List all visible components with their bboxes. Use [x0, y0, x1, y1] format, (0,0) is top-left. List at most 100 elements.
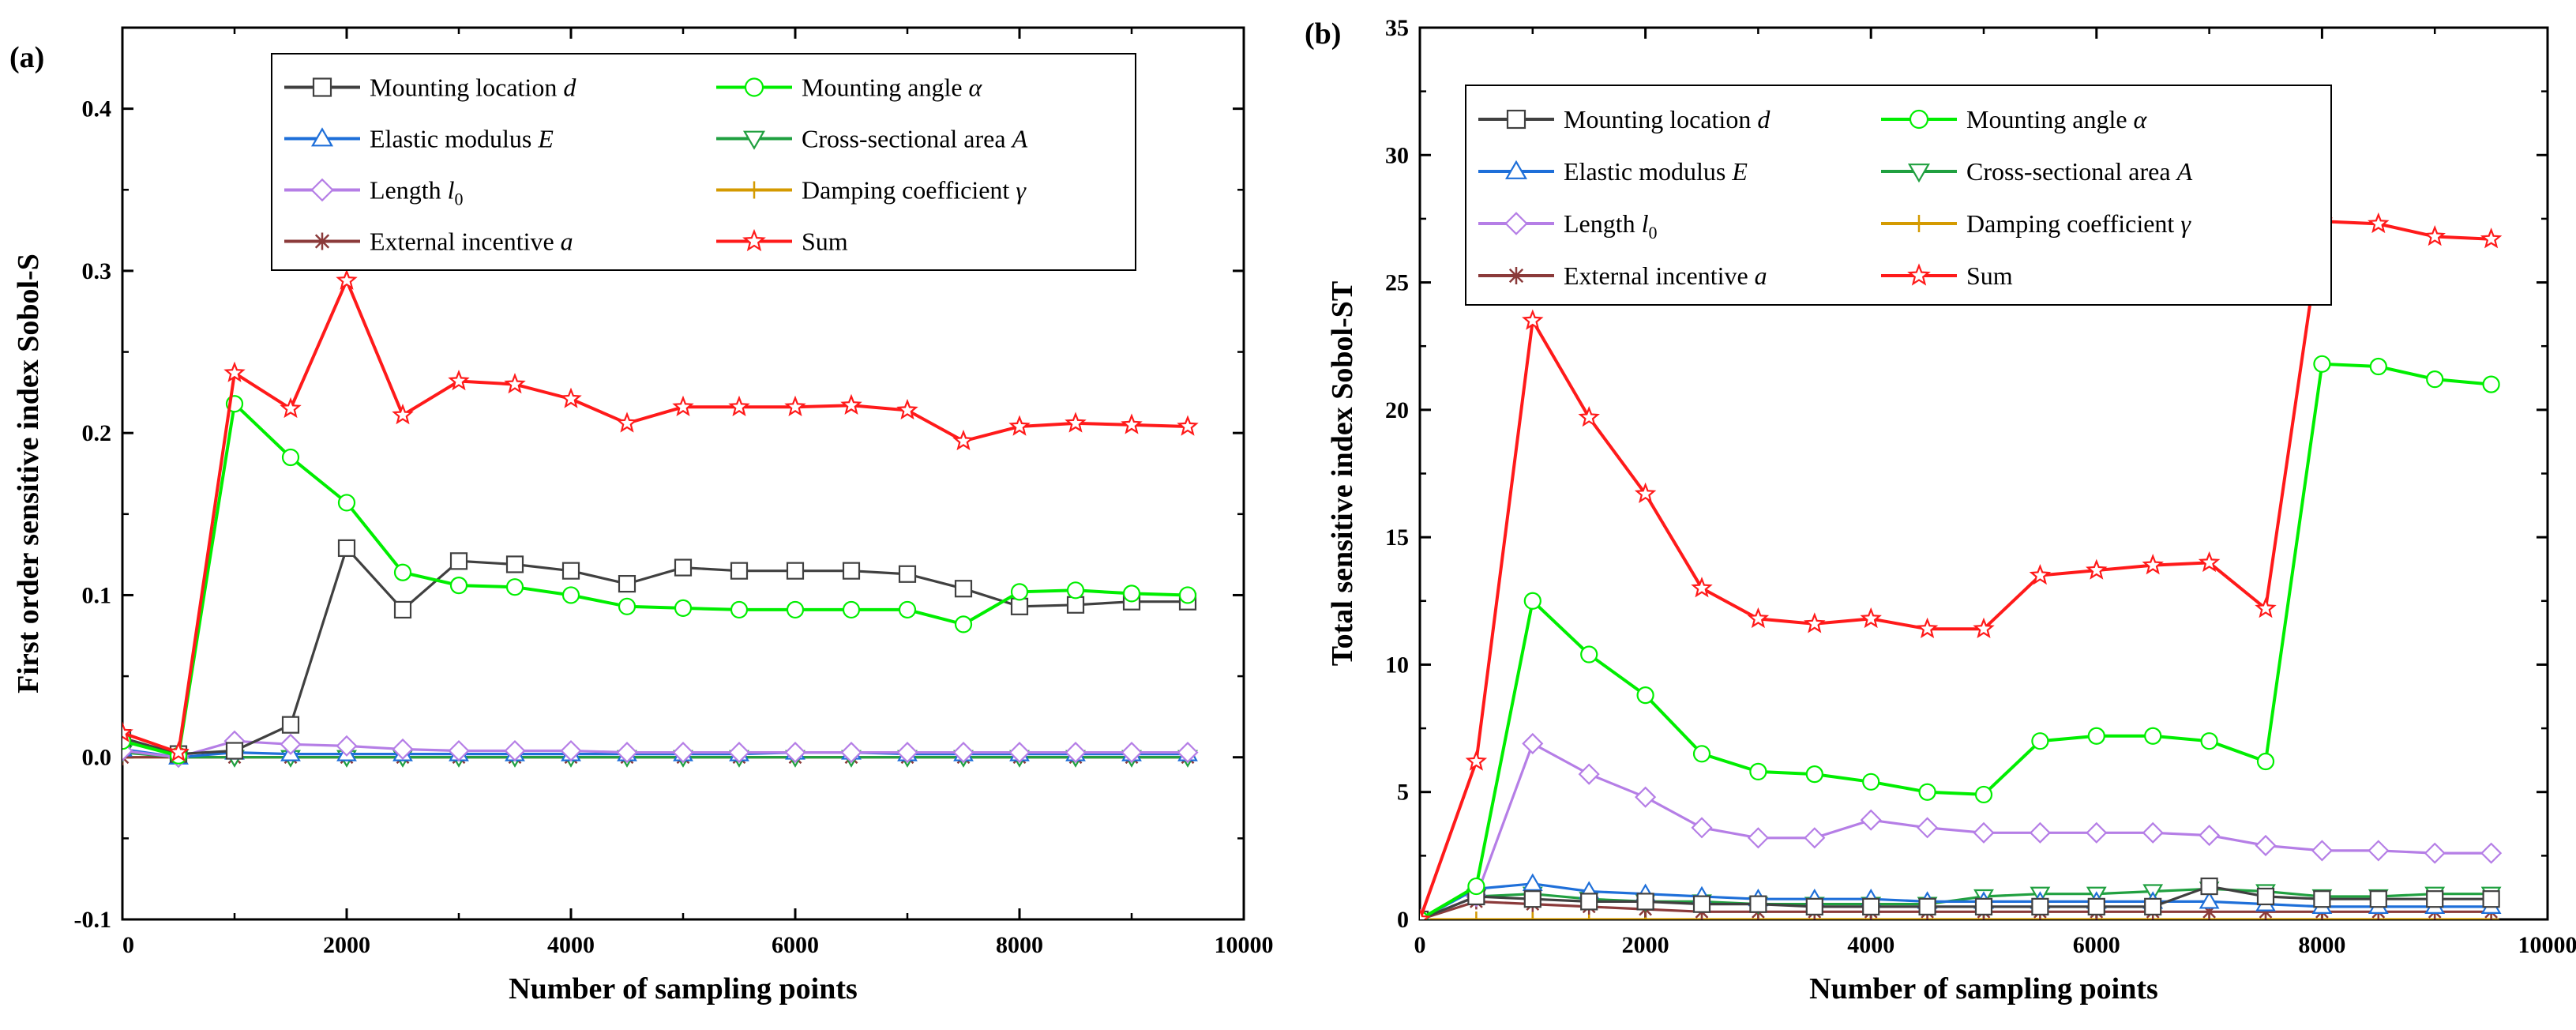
panel-a-point-sum	[840, 393, 862, 415]
panel-b-legend-entry-alpha: Mounting angle α	[1881, 105, 2148, 133]
panel-a-point-sum	[1121, 413, 1143, 434]
panel-a-point-alpha	[954, 615, 973, 633]
panel-b-legend-label-l0: Length l0	[1564, 209, 1658, 242]
panel-a-point-sum	[784, 395, 806, 417]
panel-a-legend-name-E: Elastic modulus	[370, 125, 538, 153]
panel-a-xtick-label: 0	[122, 932, 134, 958]
panel-a-point-d	[674, 558, 693, 577]
panel-a-ylabel: First order sensitive index Sobol-S	[12, 254, 45, 694]
panel-a-point-sum	[1065, 412, 1087, 433]
panel-b-point-sum	[1804, 612, 1826, 633]
panel-b-point-sum	[1578, 405, 1600, 427]
panel-b-point-l0	[1860, 809, 1882, 831]
panel-b-point-d	[1974, 897, 1993, 915]
panel-a-point-sum	[280, 397, 302, 419]
panel-b-legend-label-d: Mounting location d	[1564, 105, 1771, 133]
panel-a-legend-var-a: a	[561, 227, 573, 256]
panel-a-point-sum	[122, 721, 133, 742]
panel-b-legend-name-d: Mounting location	[1564, 105, 1757, 133]
panel-a-ytick-label: 0.4	[82, 96, 112, 122]
panel-b-point-l0	[1973, 821, 1995, 844]
panel-a-point-sum	[504, 373, 526, 394]
panel-a-point-alpha	[674, 599, 693, 617]
panel-b-point-alpha	[2087, 727, 2105, 745]
panel-a-point-alpha	[730, 600, 749, 619]
panel-a-xtick-label: 6000	[772, 932, 819, 958]
panel-a-point-alpha	[1010, 583, 1029, 601]
panel-a-series-sum-line	[122, 276, 1188, 755]
panel-b-legend-entry-l0: Length l0	[1478, 209, 1658, 242]
panel-b-point-d	[2369, 890, 2387, 908]
panel-a-point-d	[1010, 597, 1029, 615]
panel-a-point-d	[505, 555, 524, 573]
panel-b-point-d	[1918, 897, 1936, 915]
panel-a-legend: Mounting location d Mounting angle α Elast…	[271, 53, 1136, 271]
panel-b-legend-marker-alpha	[1909, 109, 1929, 130]
panel-a-legend-label-a: External incentive a	[370, 227, 573, 256]
panel-b-point-alpha	[2200, 732, 2218, 750]
panel-a-point-l0	[448, 739, 470, 762]
panel-b-point-l0	[1635, 786, 1657, 808]
panel-b-ytick-label: 20	[1385, 397, 1409, 423]
panel-a-ytick-label: 0.2	[82, 420, 112, 446]
panel-b-point-d	[2144, 897, 2162, 915]
panel-b-xlabel: Number of sampling points	[1809, 972, 2158, 1006]
panel-a-point-d	[842, 562, 861, 580]
panel-b-label: (b)	[1305, 17, 1341, 51]
panel-a-series-l0	[122, 730, 1199, 769]
panel-a-legend-marker-a	[314, 232, 330, 250]
panel-a-legend-label-gamma: Damping coefficient γ	[802, 176, 1027, 205]
panel-b-point-sum	[2086, 558, 2108, 580]
panel-b-ytick-label: 35	[1385, 15, 1409, 41]
panel-a-point-l0	[616, 742, 638, 764]
panel-b-point-l0	[2029, 821, 2051, 844]
panel-b-legend-entry-sum: Sum	[1881, 261, 2013, 290]
panel-a-legend-marker-d	[312, 77, 332, 97]
panel-b-legend-entry-A: Cross-sectional area A	[1881, 157, 2193, 186]
panel-a-point-alpha	[505, 578, 524, 596]
panel-a-series-alpha-line	[122, 400, 1188, 758]
panel-b-point-l0	[1804, 827, 1826, 849]
panel-a-legend-marker-gamma	[745, 181, 763, 199]
panel-a-point-d	[954, 580, 973, 598]
panel-b-legend-entry-E: Elastic modulus E	[1478, 157, 1748, 186]
panel-b-legend-name-a: External incentive	[1564, 261, 1755, 290]
panel-b-ytick-label: 0	[1397, 907, 1409, 933]
panel-b-point-d	[1636, 893, 1654, 911]
panel-a-point-sum	[1008, 415, 1031, 436]
panel-a-point-d	[281, 716, 300, 734]
panel-a-legend-box	[271, 53, 1136, 271]
panel-b-legend-marker-d	[1506, 109, 1526, 130]
panel-a-point-d	[393, 600, 412, 619]
panel-b-point-alpha	[1974, 785, 1993, 804]
panel-a-legend-label-l0: Length l0	[370, 176, 464, 209]
panel-b-legend-var-alpha: α	[2134, 105, 2148, 133]
panel-a-point-alpha	[449, 577, 468, 595]
panel-b-point-l0	[2424, 842, 2446, 864]
panel-a-series-d-line	[122, 545, 1188, 756]
panel-b-legend-entry-gamma: Damping coefficient γ	[1881, 209, 2191, 238]
panel-a-ytick-label: 0.0	[82, 745, 112, 771]
panel-b-point-l0	[1691, 817, 1713, 839]
panel-a-legend-marker-l0	[310, 178, 334, 202]
panel-b-point-sum	[2480, 227, 2503, 249]
panel-b-series-sum-line	[1420, 220, 2492, 919]
panel-b-legend-marker-l0	[1504, 212, 1528, 235]
panel-b-legend-marker-gamma	[1910, 215, 1928, 232]
panel-a-point-d	[898, 565, 917, 583]
panel-b-point-d	[2087, 897, 2105, 915]
panel-a-legend-name-l0: Length	[370, 176, 448, 205]
panel-b-ytick-label: 30	[1385, 142, 1409, 168]
panel-a-point-alpha	[1122, 585, 1141, 603]
panel-b-point-l0	[1917, 817, 1939, 839]
panel-b-point-sum	[1860, 607, 1882, 629]
panel-a-legend-label-d: Mounting location d	[370, 73, 576, 102]
panel-a-legend-entry-d: Mounting location d	[284, 73, 576, 102]
panel-b-point-d	[1749, 895, 1767, 913]
panel-b-legend-marker-a	[1508, 267, 1524, 284]
panel-a-point-l0	[504, 739, 526, 762]
panel-b-legend-entry-a: External incentive a	[1478, 261, 1767, 290]
panel-b-point-gamma	[1468, 912, 1485, 919]
panel-b-point-gamma	[1524, 912, 1541, 919]
panel-b-point-sum	[1420, 908, 1431, 919]
